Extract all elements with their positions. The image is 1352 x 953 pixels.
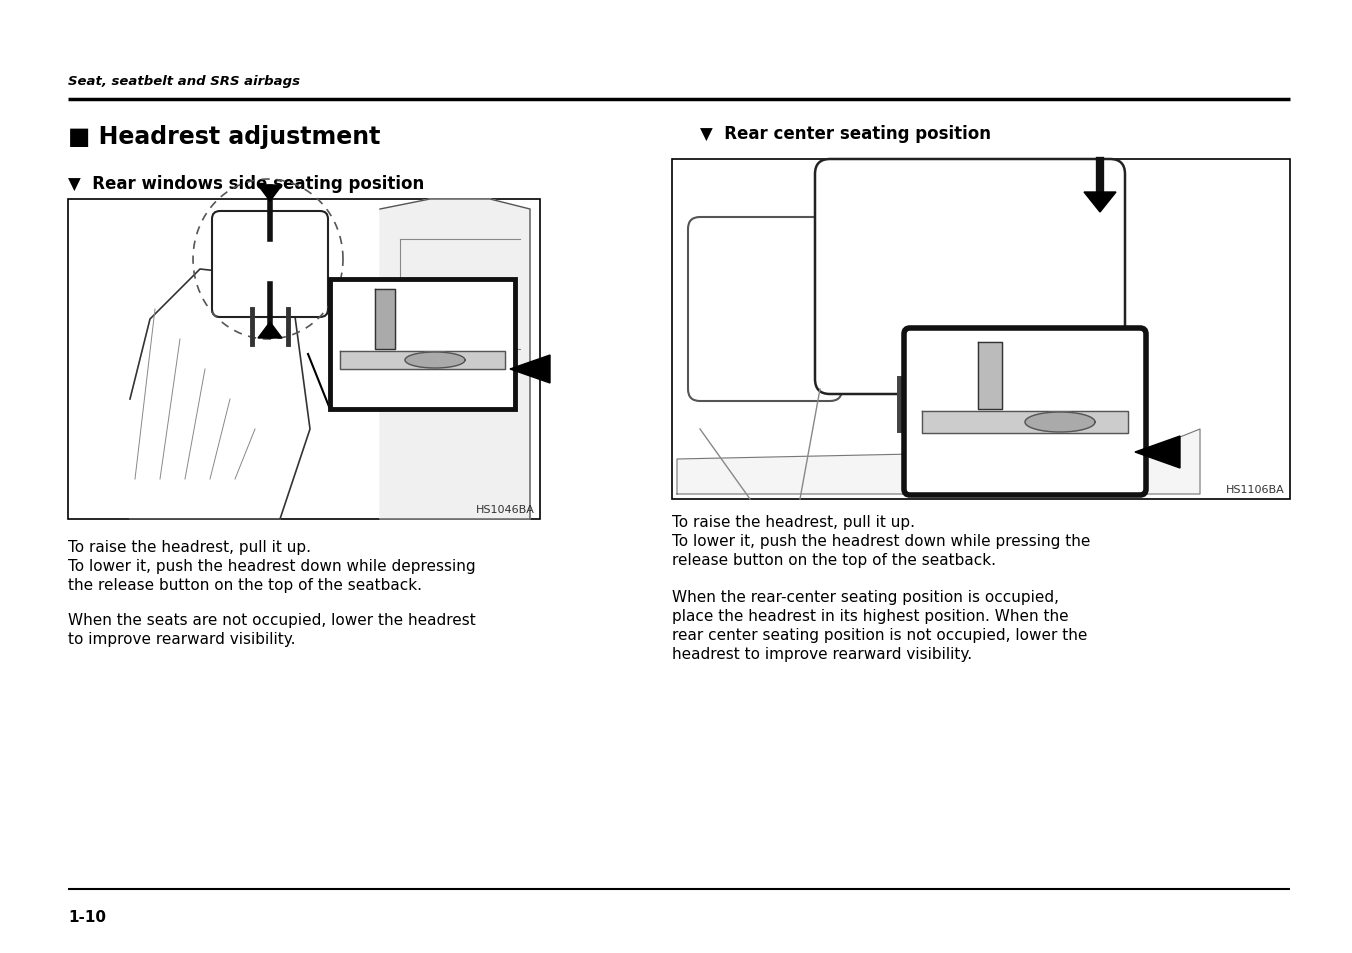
FancyBboxPatch shape bbox=[688, 218, 842, 401]
FancyBboxPatch shape bbox=[212, 212, 329, 317]
FancyBboxPatch shape bbox=[815, 160, 1125, 395]
Text: release button on the top of the seatback.: release button on the top of the seatbac… bbox=[672, 553, 996, 567]
Bar bbox=[68, 200, 539, 519]
Polygon shape bbox=[977, 343, 1002, 410]
Text: to improve rearward visibility.: to improve rearward visibility. bbox=[68, 631, 296, 646]
Text: When the seats are not occupied, lower the headrest: When the seats are not occupied, lower t… bbox=[68, 613, 476, 627]
Polygon shape bbox=[1084, 193, 1115, 213]
Polygon shape bbox=[922, 412, 1128, 434]
Text: Seat, seatbelt and SRS airbags: Seat, seatbelt and SRS airbags bbox=[68, 75, 300, 88]
Polygon shape bbox=[406, 353, 465, 369]
Text: rear center seating position is not occupied, lower the: rear center seating position is not occu… bbox=[672, 627, 1087, 642]
Text: HS1106BA: HS1106BA bbox=[1226, 484, 1284, 495]
Text: When the rear-center seating position is occupied,: When the rear-center seating position is… bbox=[672, 589, 1059, 604]
Polygon shape bbox=[677, 430, 1201, 495]
Text: To lower it, push the headrest down while depressing: To lower it, push the headrest down whil… bbox=[68, 558, 476, 574]
Text: 1-10: 1-10 bbox=[68, 909, 105, 924]
Polygon shape bbox=[339, 352, 506, 370]
Polygon shape bbox=[1134, 436, 1180, 469]
Text: headrest to improve rearward visibility.: headrest to improve rearward visibility. bbox=[672, 646, 972, 661]
FancyBboxPatch shape bbox=[904, 329, 1146, 496]
Text: ▼  Rear windows side seating position: ▼ Rear windows side seating position bbox=[68, 174, 425, 193]
Polygon shape bbox=[380, 200, 530, 519]
Text: the release button on the top of the seatback.: the release button on the top of the sea… bbox=[68, 578, 422, 593]
Polygon shape bbox=[375, 290, 395, 350]
Text: ▼  Rear center seating position: ▼ Rear center seating position bbox=[700, 125, 991, 143]
FancyBboxPatch shape bbox=[330, 280, 515, 410]
Text: To raise the headrest, pull it up.: To raise the headrest, pull it up. bbox=[672, 515, 915, 530]
Polygon shape bbox=[258, 323, 283, 338]
Text: HS1046BA: HS1046BA bbox=[476, 504, 535, 515]
Polygon shape bbox=[1025, 413, 1095, 433]
Polygon shape bbox=[258, 186, 283, 202]
Text: ■ Headrest adjustment: ■ Headrest adjustment bbox=[68, 125, 380, 149]
Polygon shape bbox=[510, 355, 550, 384]
Text: To lower it, push the headrest down while pressing the: To lower it, push the headrest down whil… bbox=[672, 534, 1090, 548]
Text: place the headrest in its highest position. When the: place the headrest in its highest positi… bbox=[672, 608, 1068, 623]
Text: To raise the headrest, pull it up.: To raise the headrest, pull it up. bbox=[68, 539, 311, 555]
Bar bbox=[672, 160, 1290, 499]
Polygon shape bbox=[130, 270, 310, 519]
